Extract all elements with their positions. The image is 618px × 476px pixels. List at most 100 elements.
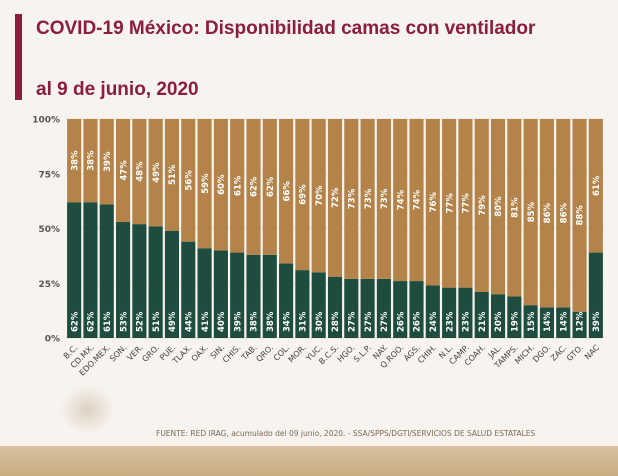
data-label-occupied: 76% bbox=[429, 192, 439, 213]
data-label-available: 30% bbox=[315, 311, 325, 332]
bar-available bbox=[164, 230, 180, 338]
data-label-available: 27% bbox=[380, 311, 390, 332]
bar-occupied bbox=[279, 119, 294, 264]
data-label-available: 21% bbox=[478, 311, 488, 332]
bar-occupied bbox=[197, 119, 212, 249]
bar-available bbox=[474, 292, 489, 338]
x-tick-label: CHIS. bbox=[221, 343, 243, 365]
data-label-available: 15% bbox=[527, 311, 537, 332]
data-label-available: 41% bbox=[201, 311, 211, 332]
x-tick-label: CHIH. bbox=[416, 343, 438, 365]
bar-occupied bbox=[409, 119, 424, 282]
data-label-available: 23% bbox=[462, 311, 472, 332]
x-tick-label: NAC bbox=[583, 343, 602, 362]
data-label-occupied: 66% bbox=[282, 181, 292, 202]
bar-available bbox=[279, 263, 294, 338]
bar-available bbox=[572, 311, 587, 338]
bar-occupied bbox=[360, 119, 375, 279]
data-label-occupied: 72% bbox=[331, 187, 341, 208]
page-subtitle: al 9 de junio, 2020 bbox=[36, 79, 199, 100]
bar-available bbox=[132, 224, 147, 338]
government-logo bbox=[60, 385, 115, 435]
data-label-occupied: 59% bbox=[201, 173, 211, 194]
data-label-occupied: 47% bbox=[119, 160, 129, 181]
x-tick-label: QRO. bbox=[254, 343, 275, 364]
x-tick-label: ZAC. bbox=[549, 343, 569, 363]
bar-available bbox=[344, 278, 359, 338]
y-tick-label: 0% bbox=[45, 335, 60, 345]
data-label-occupied: 61% bbox=[233, 175, 243, 196]
data-label-occupied: 79% bbox=[478, 195, 488, 216]
x-tick-label: MOR. bbox=[287, 343, 308, 364]
bar-occupied bbox=[490, 119, 506, 295]
bar-available bbox=[83, 202, 98, 338]
data-label-available: 31% bbox=[299, 311, 309, 332]
data-label-available: 26% bbox=[396, 311, 406, 332]
bar-available bbox=[442, 287, 457, 338]
bar-occupied bbox=[344, 119, 359, 279]
bar-available bbox=[376, 278, 391, 338]
bar-occupied bbox=[425, 119, 440, 286]
data-label-occupied: 48% bbox=[136, 161, 146, 182]
source-note: FUENTE: RED IRAG, acumulado del 09 junio… bbox=[156, 429, 536, 438]
bar-occupied bbox=[556, 119, 571, 308]
bar-occupied bbox=[376, 119, 391, 279]
bar-occupied bbox=[262, 119, 277, 255]
bar-occupied bbox=[181, 119, 196, 242]
data-label-occupied: 60% bbox=[217, 174, 227, 195]
data-label-available: 53% bbox=[119, 311, 129, 332]
bar-available bbox=[588, 252, 603, 338]
data-label-available: 19% bbox=[511, 311, 521, 332]
stacked-bar-chart: 0%25%50%75%100%62%38%B.C.62%38%CD.MX.61%… bbox=[32, 116, 604, 377]
bar-available bbox=[262, 254, 277, 338]
x-tick-label: GTO. bbox=[565, 343, 585, 363]
data-label-available: 39% bbox=[233, 311, 243, 332]
data-label-available: 27% bbox=[364, 311, 374, 332]
bar-available bbox=[490, 294, 506, 338]
data-label-available: 24% bbox=[429, 311, 439, 332]
bar-occupied bbox=[474, 119, 489, 293]
bar-occupied bbox=[588, 119, 603, 253]
y-tick-label: 75% bbox=[38, 170, 60, 180]
page-title: COVID-19 México: Disponibilidad camas co… bbox=[36, 18, 536, 39]
data-label-occupied: 85% bbox=[527, 201, 537, 222]
data-label-occupied: 39% bbox=[103, 151, 113, 172]
bar-available bbox=[295, 270, 310, 338]
data-label-available: 27% bbox=[348, 311, 358, 332]
bar-available bbox=[556, 307, 571, 338]
data-label-available: 38% bbox=[266, 311, 276, 332]
bar-occupied bbox=[458, 119, 473, 288]
bar-occupied bbox=[83, 119, 98, 203]
bar-occupied bbox=[213, 119, 228, 251]
data-label-occupied: 74% bbox=[413, 189, 423, 210]
x-tick-label: OAX. bbox=[190, 343, 210, 363]
data-label-occupied: 77% bbox=[462, 193, 472, 214]
x-tick-label: HGO. bbox=[336, 343, 357, 364]
bar-occupied bbox=[230, 119, 245, 253]
bar-available bbox=[507, 296, 522, 338]
data-label-available: 44% bbox=[184, 311, 194, 332]
data-label-available: 62% bbox=[87, 311, 97, 332]
data-label-occupied: 74% bbox=[396, 189, 406, 210]
data-label-available: 20% bbox=[494, 311, 504, 332]
bar-available bbox=[311, 272, 326, 338]
bar-occupied bbox=[523, 119, 538, 306]
data-label-available: 14% bbox=[559, 311, 569, 332]
bar-available bbox=[409, 281, 424, 338]
bar-occupied bbox=[311, 119, 326, 273]
bar-occupied bbox=[148, 119, 163, 227]
bar-available bbox=[246, 254, 261, 338]
data-label-available: 14% bbox=[543, 311, 553, 332]
data-label-available: 61% bbox=[103, 311, 113, 332]
bar-occupied bbox=[132, 119, 147, 225]
data-label-occupied: 73% bbox=[348, 188, 358, 209]
y-tick-label: 50% bbox=[38, 225, 60, 235]
bar-available bbox=[213, 250, 228, 338]
data-label-available: 52% bbox=[136, 311, 146, 332]
data-label-available: 26% bbox=[413, 311, 423, 332]
bar-available bbox=[523, 305, 538, 338]
data-label-occupied: 69% bbox=[299, 184, 309, 205]
bar-available bbox=[181, 241, 196, 338]
bar-available bbox=[393, 281, 408, 338]
data-label-occupied: 81% bbox=[511, 197, 521, 218]
